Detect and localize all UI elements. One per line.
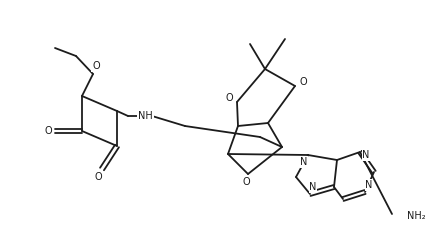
Text: N: N [362, 150, 370, 160]
Text: O: O [44, 126, 52, 136]
Text: O: O [299, 77, 307, 87]
Text: O: O [94, 172, 102, 182]
Text: N: N [309, 182, 317, 192]
Text: O: O [92, 61, 100, 71]
Text: NH₂: NH₂ [407, 211, 426, 221]
Text: NH: NH [138, 111, 153, 121]
Text: O: O [225, 93, 233, 103]
Text: N: N [300, 157, 308, 167]
Text: N: N [365, 180, 373, 190]
Text: O: O [242, 177, 250, 187]
